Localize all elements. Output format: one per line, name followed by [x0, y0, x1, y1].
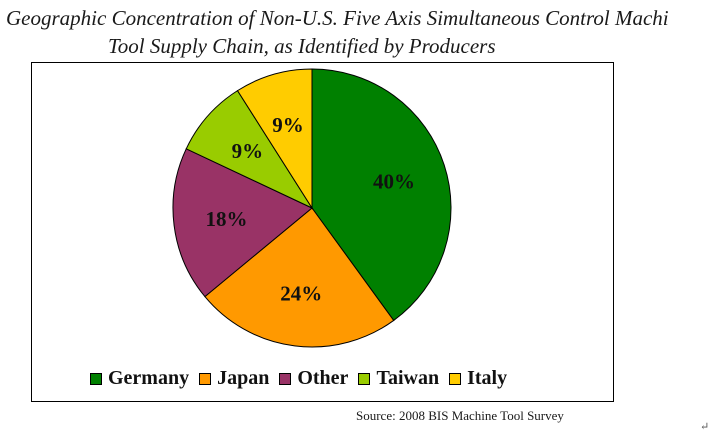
pie-slice-germany	[311, 68, 452, 322]
pie-label-japan: 24%	[280, 282, 322, 306]
pie-slice-italy	[236, 68, 313, 210]
pie-slice-japan	[204, 207, 395, 348]
pie-label-italy: 9%	[272, 113, 304, 137]
pie-label-taiwan: 9%	[232, 139, 263, 163]
legend-swatch-taiwan	[358, 372, 371, 385]
legend-label-other: Other	[297, 367, 349, 389]
legend-label-italy: Italy	[467, 367, 508, 389]
chart-title-line-2: Tool Supply Chain, as Identified by Prod…	[108, 34, 496, 58]
pie-slice-labels: 40% 24% 18% 9% 9%	[205, 113, 414, 305]
legend-item-germany: Germany	[90, 367, 189, 390]
legend-item-japan: Japan	[199, 367, 269, 390]
pie-slice-taiwan	[185, 89, 314, 210]
legend-item-italy: Italy	[449, 367, 507, 390]
legend-swatch-japan	[199, 372, 212, 385]
pie-slices	[172, 68, 452, 348]
legend: Germany Japan Other Taiwan Italy	[90, 367, 517, 390]
legend-swatch-germany	[90, 372, 102, 385]
legend-item-other: Other	[279, 367, 348, 390]
legend-label-japan: Japan	[217, 367, 270, 389]
pie-label-other: 18%	[205, 207, 247, 231]
legend-label-germany: Germany	[108, 367, 190, 389]
legend-swatch-italy	[449, 372, 462, 385]
chart-title-line-1: Geographic Concentration of Non-U.S. Fiv…	[6, 6, 669, 30]
pie-chart: 40% 24% 18% 9% 9%	[172, 68, 452, 348]
paragraph-return-mark: ↵	[700, 421, 710, 433]
legend-item-taiwan: Taiwan	[358, 367, 439, 390]
chart-frame: 40% 24% 18% 9% 9% Germany Japan Other Taiwan Ita…	[31, 62, 614, 402]
source-note: Source: 2008 BIS Machine Tool Survey	[356, 408, 564, 423]
pie-slice-other	[172, 148, 313, 298]
legend-label-taiwan: Taiwan	[376, 367, 440, 389]
legend-swatch-other	[279, 372, 292, 385]
pie-label-germany: 40%	[373, 169, 415, 193]
